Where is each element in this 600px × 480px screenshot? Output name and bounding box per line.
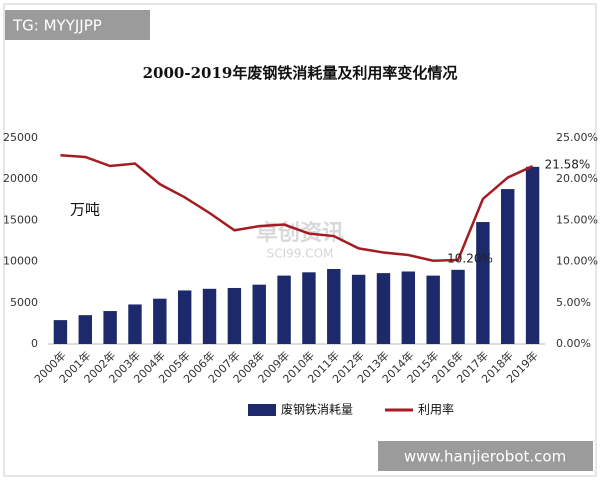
- bar: [177, 290, 192, 344]
- bar: [78, 315, 92, 344]
- bar: [103, 311, 117, 344]
- frame: [3, 3, 597, 477]
- bar: [525, 166, 540, 344]
- bar: [327, 269, 341, 344]
- legend-label: 废钢铁消耗量: [281, 402, 353, 417]
- y-tick-label: 20000: [3, 172, 38, 185]
- watermark-box: [378, 441, 593, 471]
- watermark: SCI99.COM: [267, 247, 334, 261]
- y-tick-label: 10000: [3, 255, 38, 268]
- y-tick-label: 5000: [10, 296, 38, 309]
- watermark: www.hanjierobot.com: [404, 448, 566, 466]
- data-label: 21.58%: [545, 158, 591, 172]
- legend-swatch: [248, 404, 276, 416]
- data-label: 10.20%: [447, 251, 493, 265]
- bar: [451, 269, 465, 344]
- bar: [302, 272, 316, 344]
- bar: [426, 275, 440, 344]
- y-axis-label: 万吨: [70, 201, 100, 219]
- y2-tick-label: 10.00%: [556, 255, 598, 268]
- line: [60, 154, 534, 263]
- bar: [501, 189, 515, 344]
- y2-tick-label: 15.00%: [556, 213, 598, 226]
- bar: [277, 275, 291, 344]
- chart-title: 2000-2019年废钢铁消耗量及利用率变化情况: [143, 64, 458, 82]
- bar: [476, 222, 490, 344]
- bar: [53, 320, 68, 344]
- y-tick-label: 0: [31, 337, 38, 350]
- watermark-box: [5, 10, 150, 40]
- bar: [376, 273, 391, 344]
- y2-tick-label: 25.00%: [556, 131, 598, 144]
- bar: [128, 304, 142, 344]
- legend-label: 利用率: [418, 402, 454, 417]
- bar: [351, 274, 366, 344]
- y-tick-label: 25000: [3, 131, 38, 144]
- y2-tick-label: 5.00%: [556, 296, 591, 309]
- y2-tick-label: 20.00%: [556, 172, 598, 185]
- bar: [202, 288, 217, 344]
- bar: [252, 284, 266, 344]
- y2-tick-label: 0.00%: [556, 337, 591, 350]
- watermark: TG: MYYJJPP: [12, 17, 102, 35]
- bar: [153, 298, 167, 344]
- bar: [227, 287, 242, 344]
- bar: [401, 271, 416, 344]
- y-tick-label: 15000: [3, 213, 38, 226]
